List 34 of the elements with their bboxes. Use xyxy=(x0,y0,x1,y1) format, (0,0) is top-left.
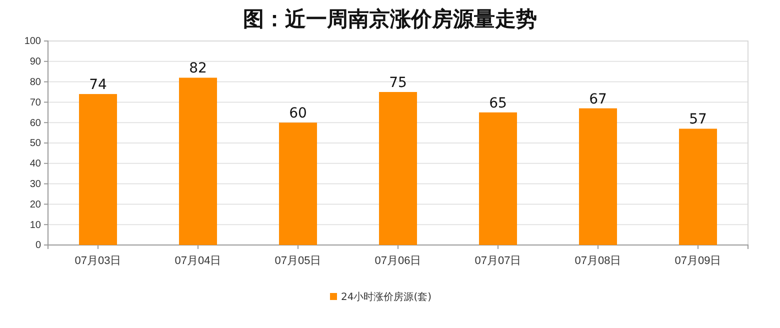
legend-label: 24小时涨价房源(套) xyxy=(341,291,432,303)
y-tick-label: 0 xyxy=(35,240,42,252)
bar xyxy=(479,112,517,245)
bar xyxy=(679,128,717,245)
y-tick-label: 10 xyxy=(30,220,42,231)
data-label: 75 xyxy=(389,75,407,91)
y-tick-label: 90 xyxy=(30,56,42,68)
bar xyxy=(379,92,417,245)
x-tick-label: 07月05日 xyxy=(274,255,322,268)
x-tick-label: 07月09日 xyxy=(674,255,722,268)
chart-title: 图：近一周南京涨价房源量走势 xyxy=(243,7,537,31)
data-label: 74 xyxy=(89,77,107,94)
data-label: 60 xyxy=(289,106,307,122)
y-tick-label: 50 xyxy=(30,138,42,150)
bar xyxy=(79,94,117,245)
bar xyxy=(179,78,217,245)
data-label: 65 xyxy=(489,95,507,112)
y-tick-label: 80 xyxy=(30,77,42,88)
y-tick-label: 30 xyxy=(30,179,42,190)
y-tick-label: 60 xyxy=(30,118,42,129)
y-tick-label: 20 xyxy=(30,199,42,210)
x-tick-label: 07月06日 xyxy=(374,255,422,268)
x-tick-label: 07月04日 xyxy=(174,255,222,268)
data-label: 82 xyxy=(189,60,207,77)
data-label: 57 xyxy=(689,112,707,128)
x-tick-label: 07月07日 xyxy=(474,255,522,268)
data-label: 67 xyxy=(589,91,607,108)
x-tick-label: 07月03日 xyxy=(74,255,122,268)
y-tick-label: 100 xyxy=(24,36,42,48)
y-tick-label: 70 xyxy=(30,97,42,108)
x-tick-label: 07月08日 xyxy=(574,255,622,268)
bar xyxy=(579,108,617,245)
bar xyxy=(279,122,317,245)
y-tick-label: 40 xyxy=(30,158,42,170)
